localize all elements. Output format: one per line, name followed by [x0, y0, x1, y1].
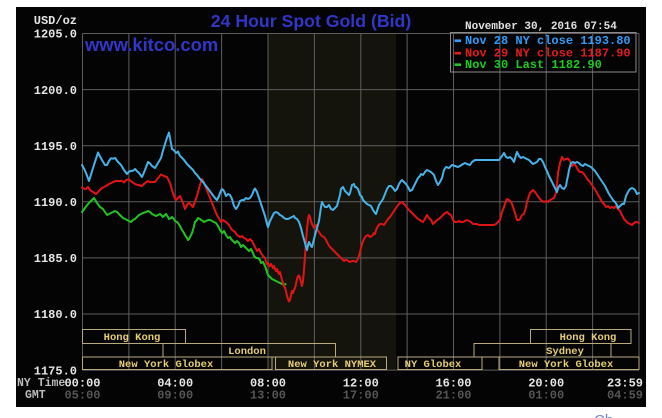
svg-text:New York Globex: New York Globex	[119, 359, 214, 371]
svg-text:1205.0: 1205.0	[34, 28, 77, 42]
svg-text:Nov 28 NY close 1193.80: Nov 28 NY close 1193.80	[465, 34, 631, 48]
svg-text:London: London	[228, 346, 266, 358]
svg-text:New York NYMEX: New York NYMEX	[288, 359, 377, 371]
svg-text:Nov 29 NY close 1187.90: Nov 29 NY close 1187.90	[465, 47, 631, 61]
svg-text:09:00: 09:00	[157, 389, 193, 403]
svg-text:Nov 30 Last 1182.90: Nov 30 Last 1182.90	[465, 58, 602, 72]
svg-text:NY Time: NY Time	[17, 377, 65, 390]
svg-text:16:00: 16:00	[435, 377, 471, 391]
svg-text:New York Globex: New York Globex	[519, 359, 614, 371]
svg-text:13:00: 13:00	[250, 389, 286, 403]
svg-text:Ch: Ch	[594, 412, 613, 418]
svg-text:1190.0: 1190.0	[34, 196, 77, 210]
svg-text:1195.0: 1195.0	[34, 140, 77, 154]
svg-text:Hong Kong: Hong Kong	[104, 332, 161, 344]
svg-text:Hong Kong: Hong Kong	[560, 332, 617, 344]
svg-text:Sydney: Sydney	[546, 346, 585, 358]
svg-text:08:00: 08:00	[250, 377, 286, 391]
svg-text:17:00: 17:00	[343, 389, 379, 403]
svg-text:00:00: 00:00	[64, 377, 100, 391]
svg-text:NY Globex: NY Globex	[405, 359, 462, 371]
svg-text:04:00: 04:00	[157, 377, 193, 391]
svg-text:04:59: 04:59	[607, 389, 643, 403]
svg-text:12:00: 12:00	[343, 377, 379, 391]
svg-text:1180.0: 1180.0	[34, 308, 77, 322]
svg-text:1200.0: 1200.0	[34, 84, 77, 98]
svg-text:24 Hour Spot Gold (Bid): 24 Hour Spot Gold (Bid)	[211, 11, 412, 31]
svg-text:23:59: 23:59	[607, 377, 643, 391]
svg-text:USD/oz: USD/oz	[34, 14, 77, 28]
svg-text:20:00: 20:00	[528, 377, 564, 391]
svg-text:1175.0: 1175.0	[34, 364, 77, 378]
svg-text:1185.0: 1185.0	[34, 252, 77, 266]
svg-text:www.kitco.com: www.kitco.com	[84, 34, 218, 55]
svg-text:November 30, 2016 07:54: November 30, 2016 07:54	[465, 21, 617, 33]
svg-text:01:00: 01:00	[528, 389, 564, 403]
svg-text:GMT: GMT	[25, 389, 46, 402]
svg-text:05:00: 05:00	[64, 389, 100, 403]
svg-text:21:00: 21:00	[435, 389, 471, 403]
